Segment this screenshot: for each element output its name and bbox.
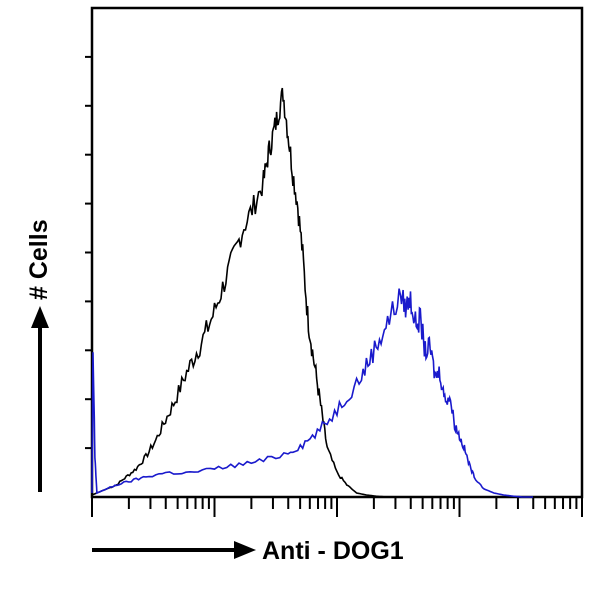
x-axis-label: Anti - DOG1	[262, 537, 404, 565]
y-axis-arrow-head	[31, 306, 49, 328]
x-axis-arrow-head	[234, 541, 256, 559]
y-axis-ticks	[85, 55, 92, 450]
series-line-1	[91, 288, 533, 498]
x-axis-ticks	[91, 497, 583, 517]
series-line-0	[91, 87, 396, 498]
series-layer	[91, 87, 533, 498]
y-axis-label: # Cells	[25, 219, 53, 300]
